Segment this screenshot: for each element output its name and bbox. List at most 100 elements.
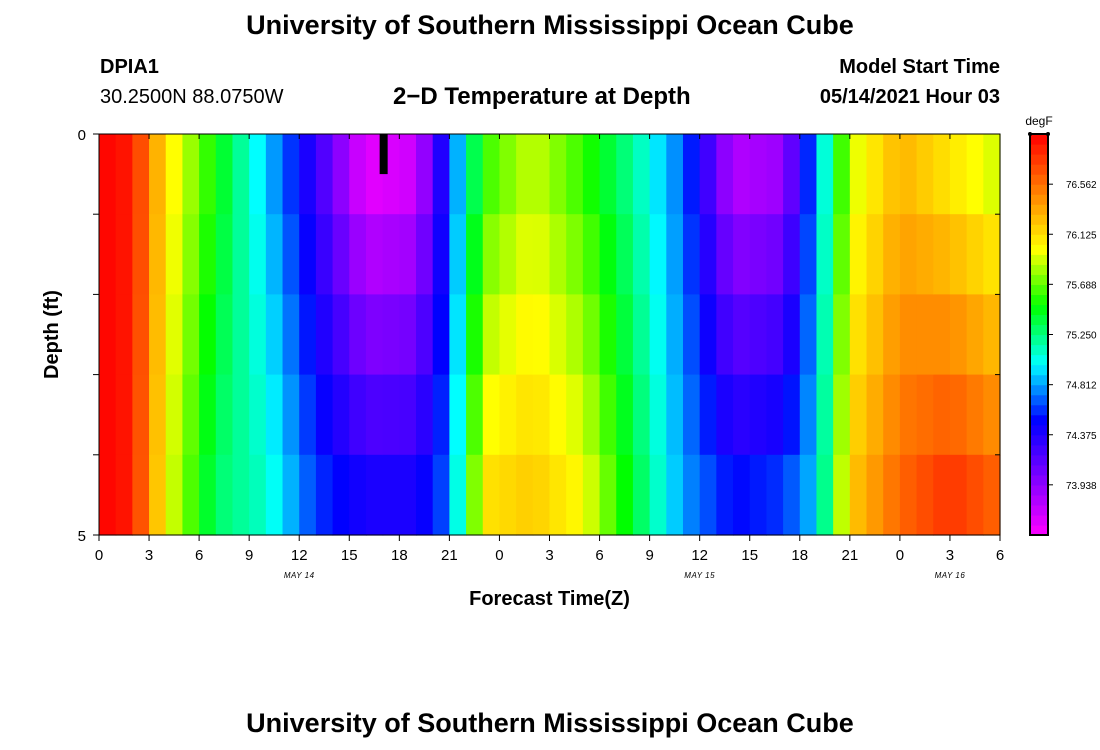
heatmap-cell: [616, 454, 634, 536]
heatmap-cell: [365, 214, 384, 295]
heatmap-cell: [899, 134, 918, 215]
x-tick-label: 0: [495, 547, 503, 564]
colorbar-band: [1030, 184, 1048, 195]
heatmap-cell: [766, 214, 784, 295]
chart-subtitle: 2−D Temperature at Depth: [393, 83, 691, 110]
heatmap-cell: [532, 374, 551, 456]
heatmap-cell: [132, 294, 150, 376]
heatmap-cell: [199, 134, 217, 215]
colorbar-band: [1030, 364, 1048, 376]
heatmap-cell: [816, 134, 834, 215]
colorbar-band: [1030, 264, 1048, 275]
heatmap-cell: [282, 294, 300, 376]
x-tick-label: 18: [791, 547, 808, 564]
heatmap-cell: [949, 294, 968, 376]
heatmap-cell: [649, 134, 667, 215]
heatmap-cell: [349, 134, 367, 215]
colorbar-band: [1030, 374, 1048, 386]
heatmap-cell: [199, 374, 217, 456]
colorbar-label: 76.562: [1066, 180, 1097, 191]
heatmap-cell: [833, 454, 851, 536]
heatmap-cell: [516, 134, 534, 215]
heatmap-cell: [249, 214, 267, 295]
heatmap-cell: [165, 134, 184, 215]
heatmap-cell: [983, 294, 1001, 376]
heatmap-cell: [149, 454, 167, 536]
heatmap-cell: [115, 214, 133, 295]
heatmap-cell: [499, 214, 517, 295]
heatmap-cell: [699, 454, 717, 536]
heatmap-cell: [949, 214, 968, 295]
heatmap-cell: [749, 294, 768, 376]
colorbar-band: [1030, 464, 1048, 476]
heatmap-cell: [833, 294, 851, 376]
heatmap-cell: [416, 134, 434, 215]
heatmap-cell: [849, 454, 868, 536]
heatmap-cell: [899, 454, 918, 536]
colorbar-band: [1030, 144, 1048, 155]
heatmap-cell: [949, 374, 968, 456]
heatmap-cell: [649, 374, 667, 456]
heatmap-cell: [432, 454, 450, 536]
heatmap-cell: [449, 134, 467, 215]
x-tick-label: 6: [195, 547, 203, 564]
heatmap-cell: [416, 374, 434, 456]
heatmap-cell: [449, 214, 467, 295]
colorbar-band: [1030, 204, 1048, 215]
heatmap-cell: [132, 214, 150, 295]
heatmap-cell: [99, 134, 117, 215]
heatmap-cell: [182, 454, 200, 536]
heatmap-cell: [182, 294, 200, 376]
heatmap-cell: [215, 294, 234, 376]
heatmap-cell: [282, 374, 300, 456]
heatmap-cell: [232, 454, 250, 536]
heatmap-cell: [716, 214, 734, 295]
heatmap-cell: [516, 374, 534, 456]
heatmap-cell: [949, 454, 968, 536]
model-start-value: 05/14/2021 Hour 03: [819, 86, 1000, 108]
heatmap-cell: [249, 134, 267, 215]
x-tick-label: 9: [645, 547, 653, 564]
colorbar-band: [1030, 134, 1048, 145]
x-tick-label: 3: [145, 547, 153, 564]
model-start-label: Model Start Time: [839, 56, 1000, 78]
heatmap-cell: [799, 374, 818, 456]
heatmap-cell: [766, 454, 784, 536]
colorbar-band: [1030, 174, 1048, 185]
station-id: DPIA1: [100, 56, 159, 78]
heatmap-cell: [566, 134, 584, 215]
y-axis: 05: [78, 127, 1000, 545]
heatmap-cell: [649, 454, 667, 536]
x-tick-label: 12: [291, 547, 308, 564]
heatmap-cell: [182, 134, 200, 215]
heatmap-cell: [733, 374, 751, 456]
colorbar-band: [1030, 434, 1048, 446]
heatmap-cell: [232, 134, 250, 215]
heatmap-cell: [899, 214, 918, 295]
heatmap-cell: [549, 134, 567, 215]
heatmap-cell: [382, 294, 400, 376]
x-axis-label: Forecast Time(Z): [469, 588, 630, 610]
heatmap-cell: [566, 374, 584, 456]
colorbar-label: 74.812: [1066, 381, 1097, 392]
heatmap-cell: [165, 454, 184, 536]
colorbar-band: [1030, 224, 1048, 235]
heatmap-cell: [816, 294, 834, 376]
colorbar-unit: degF: [1025, 114, 1052, 128]
heatmap-cell: [349, 454, 367, 536]
heatmap-cell: [949, 134, 968, 215]
y-axis-label: Depth (ft): [41, 290, 63, 379]
heatmap-cell: [315, 454, 334, 536]
heatmap-cell: [315, 134, 334, 215]
colorbar-band: [1030, 254, 1048, 265]
colorbar-band: [1030, 484, 1048, 496]
heatmap-cell: [849, 134, 868, 215]
colorbar-band: [1030, 274, 1048, 285]
colorbar-band: [1030, 314, 1048, 326]
heatmap-cell: [249, 294, 267, 376]
heatmap-cell: [883, 294, 901, 376]
heatmap-cell: [733, 214, 751, 295]
heatmap-cell: [916, 214, 934, 295]
heatmap-cell: [666, 134, 684, 215]
